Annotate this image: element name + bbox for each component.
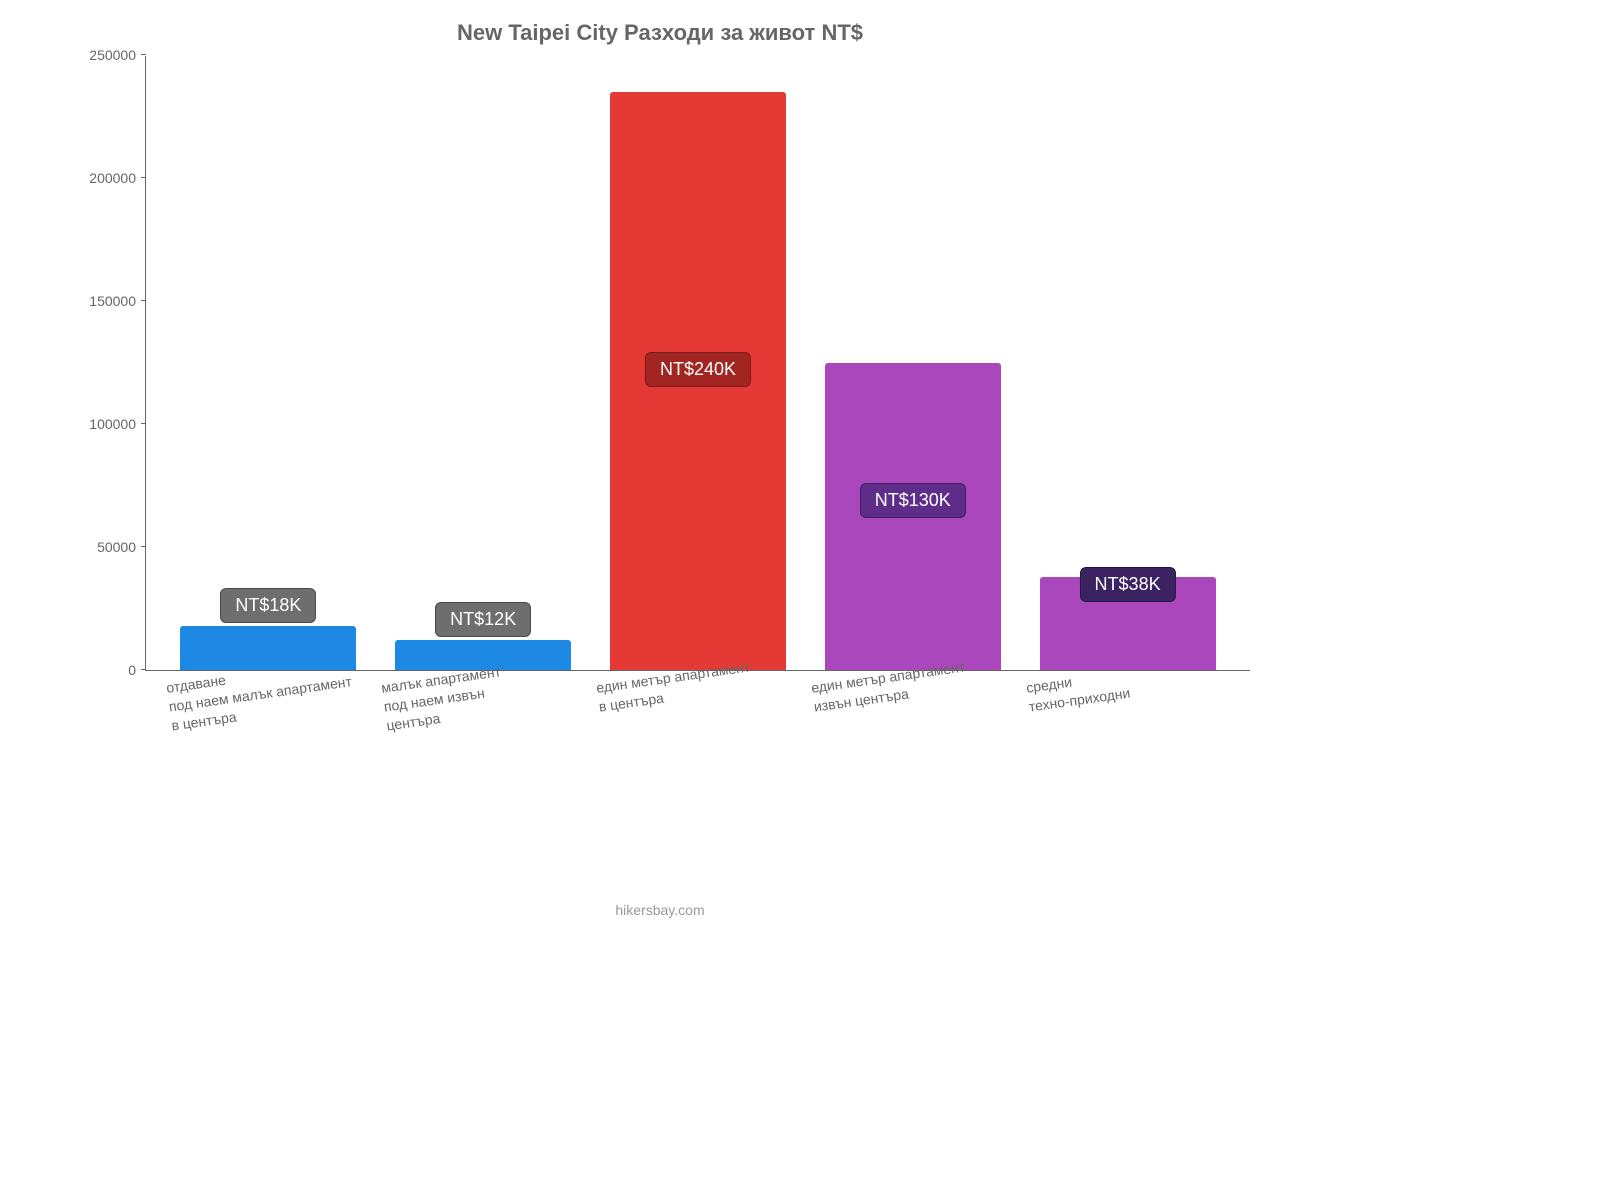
y-tick-label: 100000 (66, 416, 136, 432)
bar: NT$38K (1040, 577, 1216, 670)
y-tick-label: 150000 (66, 293, 136, 309)
attribution: hikersbay.com (50, 902, 1270, 918)
bar: NT$240K (610, 92, 786, 670)
x-label-slot: един метър апартамент извън центъра (805, 671, 1020, 821)
x-label-slot: отдаване под наем малък апартамент в цен… (160, 671, 375, 821)
y-axis: 050000100000150000200000250000 (66, 56, 136, 670)
y-tick-mark (141, 54, 146, 55)
bar-slot: NT$130K (805, 56, 1020, 670)
x-axis: отдаване под наем малък апартамент в цен… (145, 671, 1250, 821)
x-label-slot: малък апартамент под наем извън центъра (375, 671, 590, 821)
y-tick-label: 250000 (66, 47, 136, 63)
y-tick-label: 50000 (66, 539, 136, 555)
bar-value-label: NT$130K (860, 483, 966, 518)
bar-slot: NT$12K (376, 56, 591, 670)
bars-area: NT$18K NT$12K NT$240K NT$130K NT$38K (146, 56, 1250, 670)
bar-value-label: NT$240K (645, 352, 751, 387)
bar-value-label: NT$12K (435, 602, 531, 637)
bar-value-label: NT$18K (220, 588, 316, 623)
x-label-slot: средни техно-приходни (1020, 671, 1235, 821)
bar: NT$130K (825, 363, 1001, 671)
y-tick-label: 0 (66, 662, 136, 678)
y-tick-label: 200000 (66, 170, 136, 186)
bar-slot: NT$38K (1020, 56, 1235, 670)
plot-area: 050000100000150000200000250000 NT$18KNT$… (145, 56, 1250, 671)
x-label-slot: един метър апартамент в центъра (590, 671, 805, 821)
chart-container: New Taipei City Разходи за живот NT$ 050… (50, 20, 1270, 940)
x-axis-label: средни техно-приходни (1025, 665, 1131, 717)
bar-slot: NT$240K (591, 56, 806, 670)
bar-slot: NT$18K (161, 56, 376, 670)
chart-title: New Taipei City Разходи за живот NT$ (50, 20, 1270, 46)
x-axis-label: малък апартамент под наем извън центъра (380, 662, 507, 735)
bar-value-label: NT$38K (1080, 567, 1176, 602)
